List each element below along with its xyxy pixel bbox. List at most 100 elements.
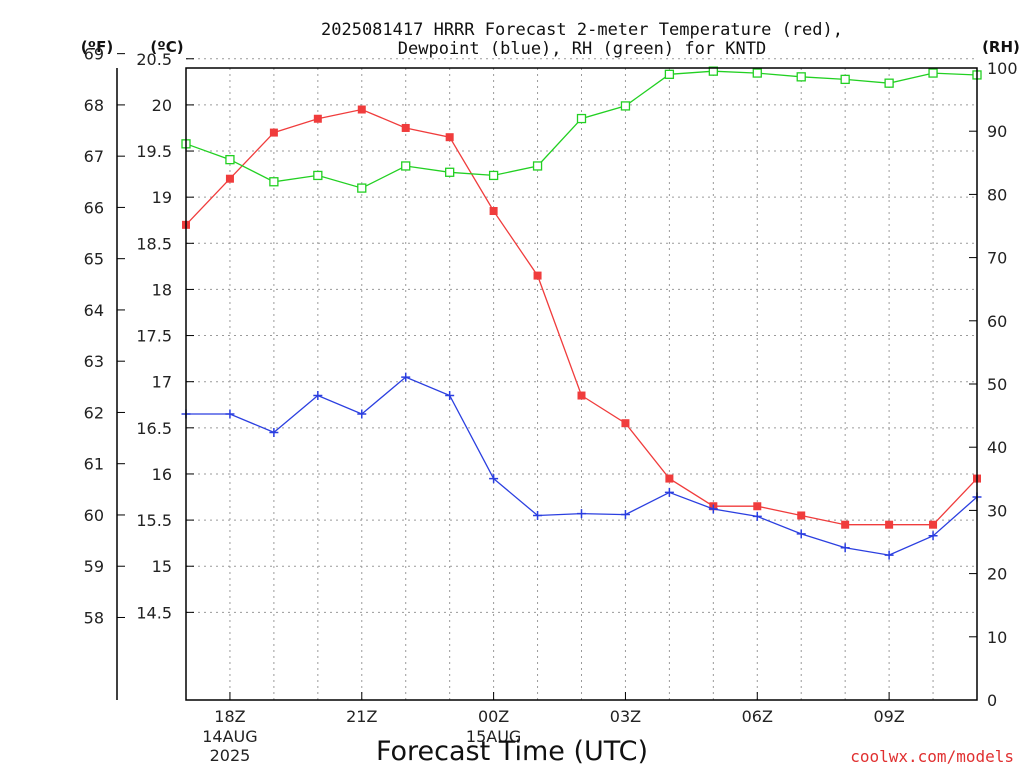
dewpoint-point — [708, 504, 718, 514]
celsius-tick-label: 19 — [152, 188, 172, 207]
fahrenheit-tick-label: 68 — [84, 96, 104, 115]
temperature-point — [533, 271, 542, 280]
temperature-point — [753, 502, 762, 511]
temperature-point — [269, 128, 278, 137]
chart-subtitle: Dewpoint (blue), RH (green) for KNTD — [398, 39, 766, 59]
rh-tick-label: 20 — [987, 565, 1007, 584]
temperature-point — [797, 511, 806, 520]
dewpoint-point — [225, 409, 235, 419]
rh-point — [313, 170, 323, 181]
rh-tick-label: 70 — [987, 249, 1007, 268]
celsius-axis-label: (ºC) — [150, 38, 183, 56]
rh-tick-label: 30 — [987, 501, 1007, 520]
temperature-point — [489, 207, 498, 216]
fahrenheit-tick-label: 63 — [84, 352, 104, 371]
fahrenheit-tick-label: 69 — [84, 45, 104, 64]
temperature-point — [445, 133, 454, 142]
x-tick-label: 06Z — [742, 707, 773, 726]
fahrenheit-tick-label: 67 — [84, 147, 104, 166]
plot-frame — [185, 67, 978, 701]
temperature-point — [885, 520, 894, 529]
rh-point — [620, 101, 631, 111]
rh-tick-label: 10 — [987, 628, 1007, 647]
rh-point — [752, 68, 762, 78]
fahrenheit-tick-label: 58 — [84, 608, 104, 627]
dewpoint-point — [577, 509, 586, 519]
x-tick-label: 18Z — [214, 707, 245, 726]
rh-point — [269, 177, 279, 187]
temperature-point — [313, 114, 322, 123]
temperature-point — [841, 520, 850, 529]
x-tick-label: 03Z — [610, 707, 641, 726]
temperature-point — [665, 474, 674, 483]
rh-point — [708, 66, 718, 76]
rh-point — [488, 170, 499, 181]
dewpoint-point — [401, 372, 411, 382]
celsius-tick-label: 18 — [152, 280, 172, 299]
x-axis-label: Forecast Time (UTC) — [376, 736, 648, 767]
fahrenheit-tick-label: 66 — [84, 198, 104, 217]
rh-tick-label: 90 — [987, 122, 1007, 141]
dewpoint-point — [840, 543, 850, 553]
dewpoint-point — [445, 391, 455, 401]
celsius-tick-label: 17.5 — [136, 327, 172, 346]
source-credit: coolwx.com/models — [850, 747, 1014, 766]
dewpoint-point — [357, 409, 367, 419]
temperature-point — [621, 419, 630, 428]
temperature-point — [225, 174, 234, 183]
rh-tick-label: 0 — [987, 691, 997, 710]
x-tick-date: 15AUG — [466, 727, 521, 746]
rh-point — [532, 161, 543, 171]
fahrenheit-tick-label: 60 — [84, 506, 104, 525]
x-tick-year: 2025 — [210, 746, 251, 765]
rh-tick-label: 50 — [987, 375, 1007, 394]
fahrenheit-tick-label: 64 — [84, 301, 104, 320]
dewpoint-point — [928, 531, 938, 541]
temperature-point — [401, 123, 410, 132]
rh-point — [884, 78, 894, 88]
rh-point — [796, 72, 806, 82]
celsius-tick-label: 16.5 — [136, 419, 172, 438]
rh-tick-label: 80 — [987, 185, 1007, 204]
temperature-series — [182, 105, 981, 529]
chart-title: 2025081417 HRRR Forecast 2-meter Tempera… — [321, 20, 843, 40]
fahrenheit-tick-label: 61 — [84, 455, 104, 474]
x-tick-label: 00Z — [478, 707, 509, 726]
celsius-tick-label: 19.5 — [136, 142, 172, 161]
axes: 14.5 15 15.5 16 16.5 17 17.5 18 18.5 19 19.5 20 20.5… — [84, 45, 1018, 765]
celsius-tick-label: 16 — [152, 465, 172, 484]
rh-point — [576, 113, 587, 124]
x-tick-label: 09Z — [873, 707, 904, 726]
celsius-tick-label: 15 — [152, 557, 172, 576]
rh-axis-label: (RH) — [982, 38, 1020, 56]
temperature-point — [577, 391, 586, 400]
fahrenheit-tick-label: 65 — [84, 250, 104, 269]
dewpoint-point — [752, 511, 762, 521]
celsius-tick-label: 20.5 — [136, 50, 172, 69]
rh-point — [445, 167, 455, 177]
dewpoint-point — [533, 510, 543, 520]
temperature-point — [357, 105, 366, 114]
dewpoint-point — [489, 474, 499, 484]
rh-point — [928, 68, 938, 78]
temperature-point — [929, 520, 938, 529]
fahrenheit-tick-label: 59 — [84, 557, 104, 576]
dewpoint-series — [181, 372, 982, 560]
fahrenheit-axis-label: (ºF) — [81, 38, 113, 56]
rh-tick-label: 40 — [987, 438, 1007, 457]
rh-tick-label: 60 — [987, 312, 1007, 331]
rh-point — [401, 161, 411, 171]
dewpoint-point — [269, 427, 279, 437]
dewpoint-point — [313, 391, 323, 401]
celsius-tick-label: 14.5 — [136, 603, 172, 622]
x-tick-label: 21Z — [346, 707, 377, 726]
rh-point — [225, 154, 235, 165]
rh-point — [357, 183, 367, 193]
dewpoint-point — [884, 550, 894, 560]
series — [181, 66, 982, 560]
dewpoint-point — [796, 529, 806, 539]
x-tick-date: 14AUG — [202, 727, 257, 746]
celsius-tick-label: 15.5 — [136, 511, 172, 530]
